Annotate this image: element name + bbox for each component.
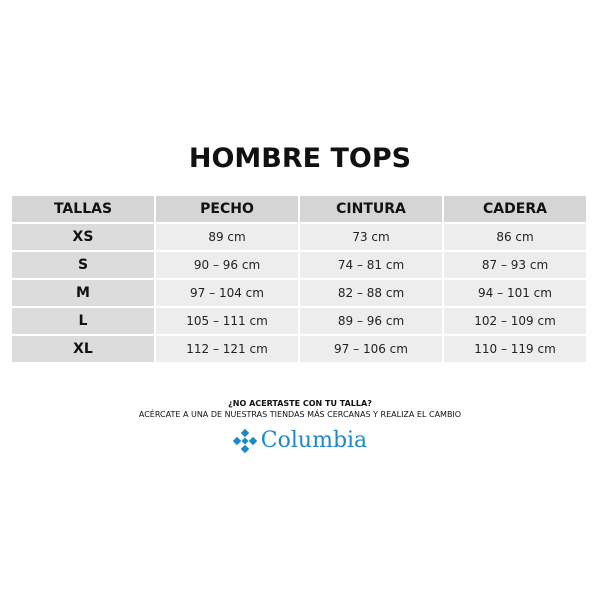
size-label: L bbox=[12, 308, 154, 334]
size-label: S bbox=[12, 252, 154, 278]
columbia-logo: Columbia bbox=[0, 428, 600, 453]
column-header: PECHO bbox=[156, 196, 298, 222]
measurement-cell: 73 cm bbox=[300, 224, 442, 250]
measurement-cell: 86 cm bbox=[444, 224, 586, 250]
size-label: XL bbox=[12, 336, 154, 362]
footer-note: ACÉRCATE A UNA DE NUESTRAS TIENDAS MÁS C… bbox=[138, 410, 462, 419]
measurement-cell: 97 – 104 cm bbox=[156, 280, 298, 306]
measurement-cell: 89 – 96 cm bbox=[300, 308, 442, 334]
footer-question: ¿NO ACERTASTE CON TU TALLA? bbox=[228, 399, 372, 408]
size-table: TALLAS PECHO CINTURA CADERA XS 89 cm 73 cm 86 c… bbox=[12, 196, 588, 362]
column-header: TALLAS bbox=[12, 196, 154, 222]
columbia-diamond-icon bbox=[232, 428, 257, 453]
measurement-cell: 110 – 119 cm bbox=[444, 336, 586, 362]
measurement-cell: 112 – 121 cm bbox=[156, 336, 298, 362]
measurement-cell: 87 – 93 cm bbox=[444, 252, 586, 278]
measurement-cell: 90 – 96 cm bbox=[156, 252, 298, 278]
size-label: XS bbox=[12, 224, 154, 250]
measurement-cell: 82 – 88 cm bbox=[300, 280, 442, 306]
brand-name: Columbia bbox=[260, 428, 368, 453]
size-label: M bbox=[12, 280, 154, 306]
measurement-cell: 94 – 101 cm bbox=[444, 280, 586, 306]
measurement-cell: 74 – 81 cm bbox=[300, 252, 442, 278]
measurement-cell: 89 cm bbox=[156, 224, 298, 250]
column-header: CINTURA bbox=[300, 196, 442, 222]
page-title: HOMBRE TOPS bbox=[188, 143, 412, 174]
column-header: CADERA bbox=[444, 196, 586, 222]
measurement-cell: 97 – 106 cm bbox=[300, 336, 442, 362]
measurement-cell: 102 – 109 cm bbox=[444, 308, 586, 334]
measurement-cell: 105 – 111 cm bbox=[156, 308, 298, 334]
